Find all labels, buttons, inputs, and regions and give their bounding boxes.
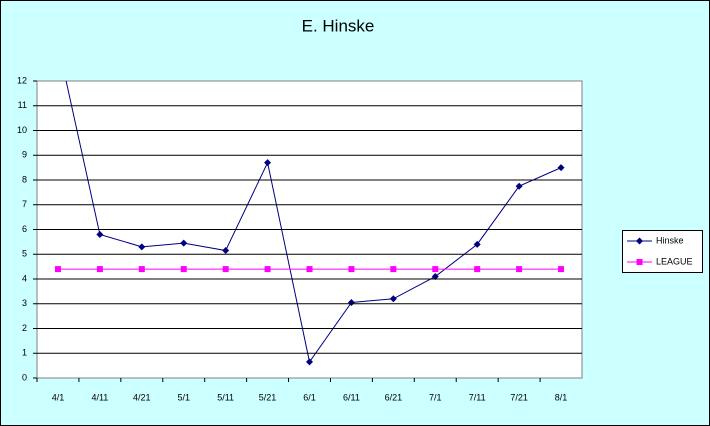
x-tick-label: 6/1 bbox=[303, 392, 316, 402]
x-tick-label: 7/1 bbox=[429, 392, 442, 402]
point bbox=[558, 266, 565, 273]
point bbox=[222, 247, 230, 255]
point bbox=[54, 266, 61, 273]
y-tick-label: 2 bbox=[22, 323, 27, 333]
point bbox=[515, 182, 523, 190]
point bbox=[390, 266, 397, 273]
point bbox=[347, 299, 355, 307]
y-tick-label: 3 bbox=[22, 298, 27, 308]
point bbox=[306, 266, 313, 273]
y-tick-label: 9 bbox=[22, 150, 27, 160]
legend-label: LEAGUE bbox=[656, 256, 693, 266]
y-tick-label: 6 bbox=[22, 224, 27, 234]
y-tick-label: 5 bbox=[22, 249, 27, 259]
y-tick-label: 12 bbox=[17, 75, 27, 85]
point bbox=[96, 230, 104, 238]
x-tick-label: 8/1 bbox=[555, 392, 568, 402]
point bbox=[431, 273, 439, 281]
point bbox=[264, 266, 271, 273]
x-tick-label: 5/1 bbox=[177, 392, 190, 402]
point bbox=[180, 266, 187, 273]
point bbox=[636, 259, 643, 265]
y-tick-label: 11 bbox=[18, 100, 27, 110]
y-tick-label: 1 bbox=[22, 348, 27, 358]
point bbox=[636, 237, 643, 245]
plot-lines bbox=[54, 81, 565, 366]
point bbox=[264, 159, 272, 167]
point bbox=[306, 358, 313, 366]
point bbox=[474, 266, 481, 273]
point bbox=[516, 266, 523, 273]
point bbox=[348, 266, 355, 273]
x-tick-label: 4/21 bbox=[133, 392, 151, 402]
y-tick-label: 0 bbox=[22, 372, 27, 382]
x-tick-label: 5/11 bbox=[217, 392, 234, 402]
y-tick-label: 7 bbox=[22, 199, 27, 209]
point bbox=[557, 164, 565, 172]
chart-title: E. Hinske bbox=[302, 16, 375, 35]
y-tick-label: 10 bbox=[17, 125, 27, 135]
x-tick-label: 7/11 bbox=[469, 392, 486, 402]
point bbox=[389, 295, 397, 303]
x-tick-label: 7/21 bbox=[510, 392, 528, 402]
x-tick-label: 6/11 bbox=[343, 392, 360, 402]
y-tick-label: 4 bbox=[22, 273, 27, 283]
x-tick-label: 5/21 bbox=[259, 392, 277, 402]
point bbox=[222, 266, 229, 273]
point bbox=[432, 266, 439, 273]
point bbox=[138, 243, 146, 251]
point bbox=[96, 266, 103, 273]
x-tick-label: 6/21 bbox=[385, 392, 403, 402]
legend bbox=[622, 230, 703, 273]
x-tick-label: 4/1 bbox=[52, 392, 65, 402]
point bbox=[473, 240, 481, 248]
legend-label: Hinske bbox=[656, 235, 684, 245]
point bbox=[138, 266, 145, 273]
y-tick-label: 8 bbox=[22, 174, 27, 184]
point bbox=[180, 239, 188, 247]
x-tick-label: 4/11 bbox=[91, 392, 108, 402]
